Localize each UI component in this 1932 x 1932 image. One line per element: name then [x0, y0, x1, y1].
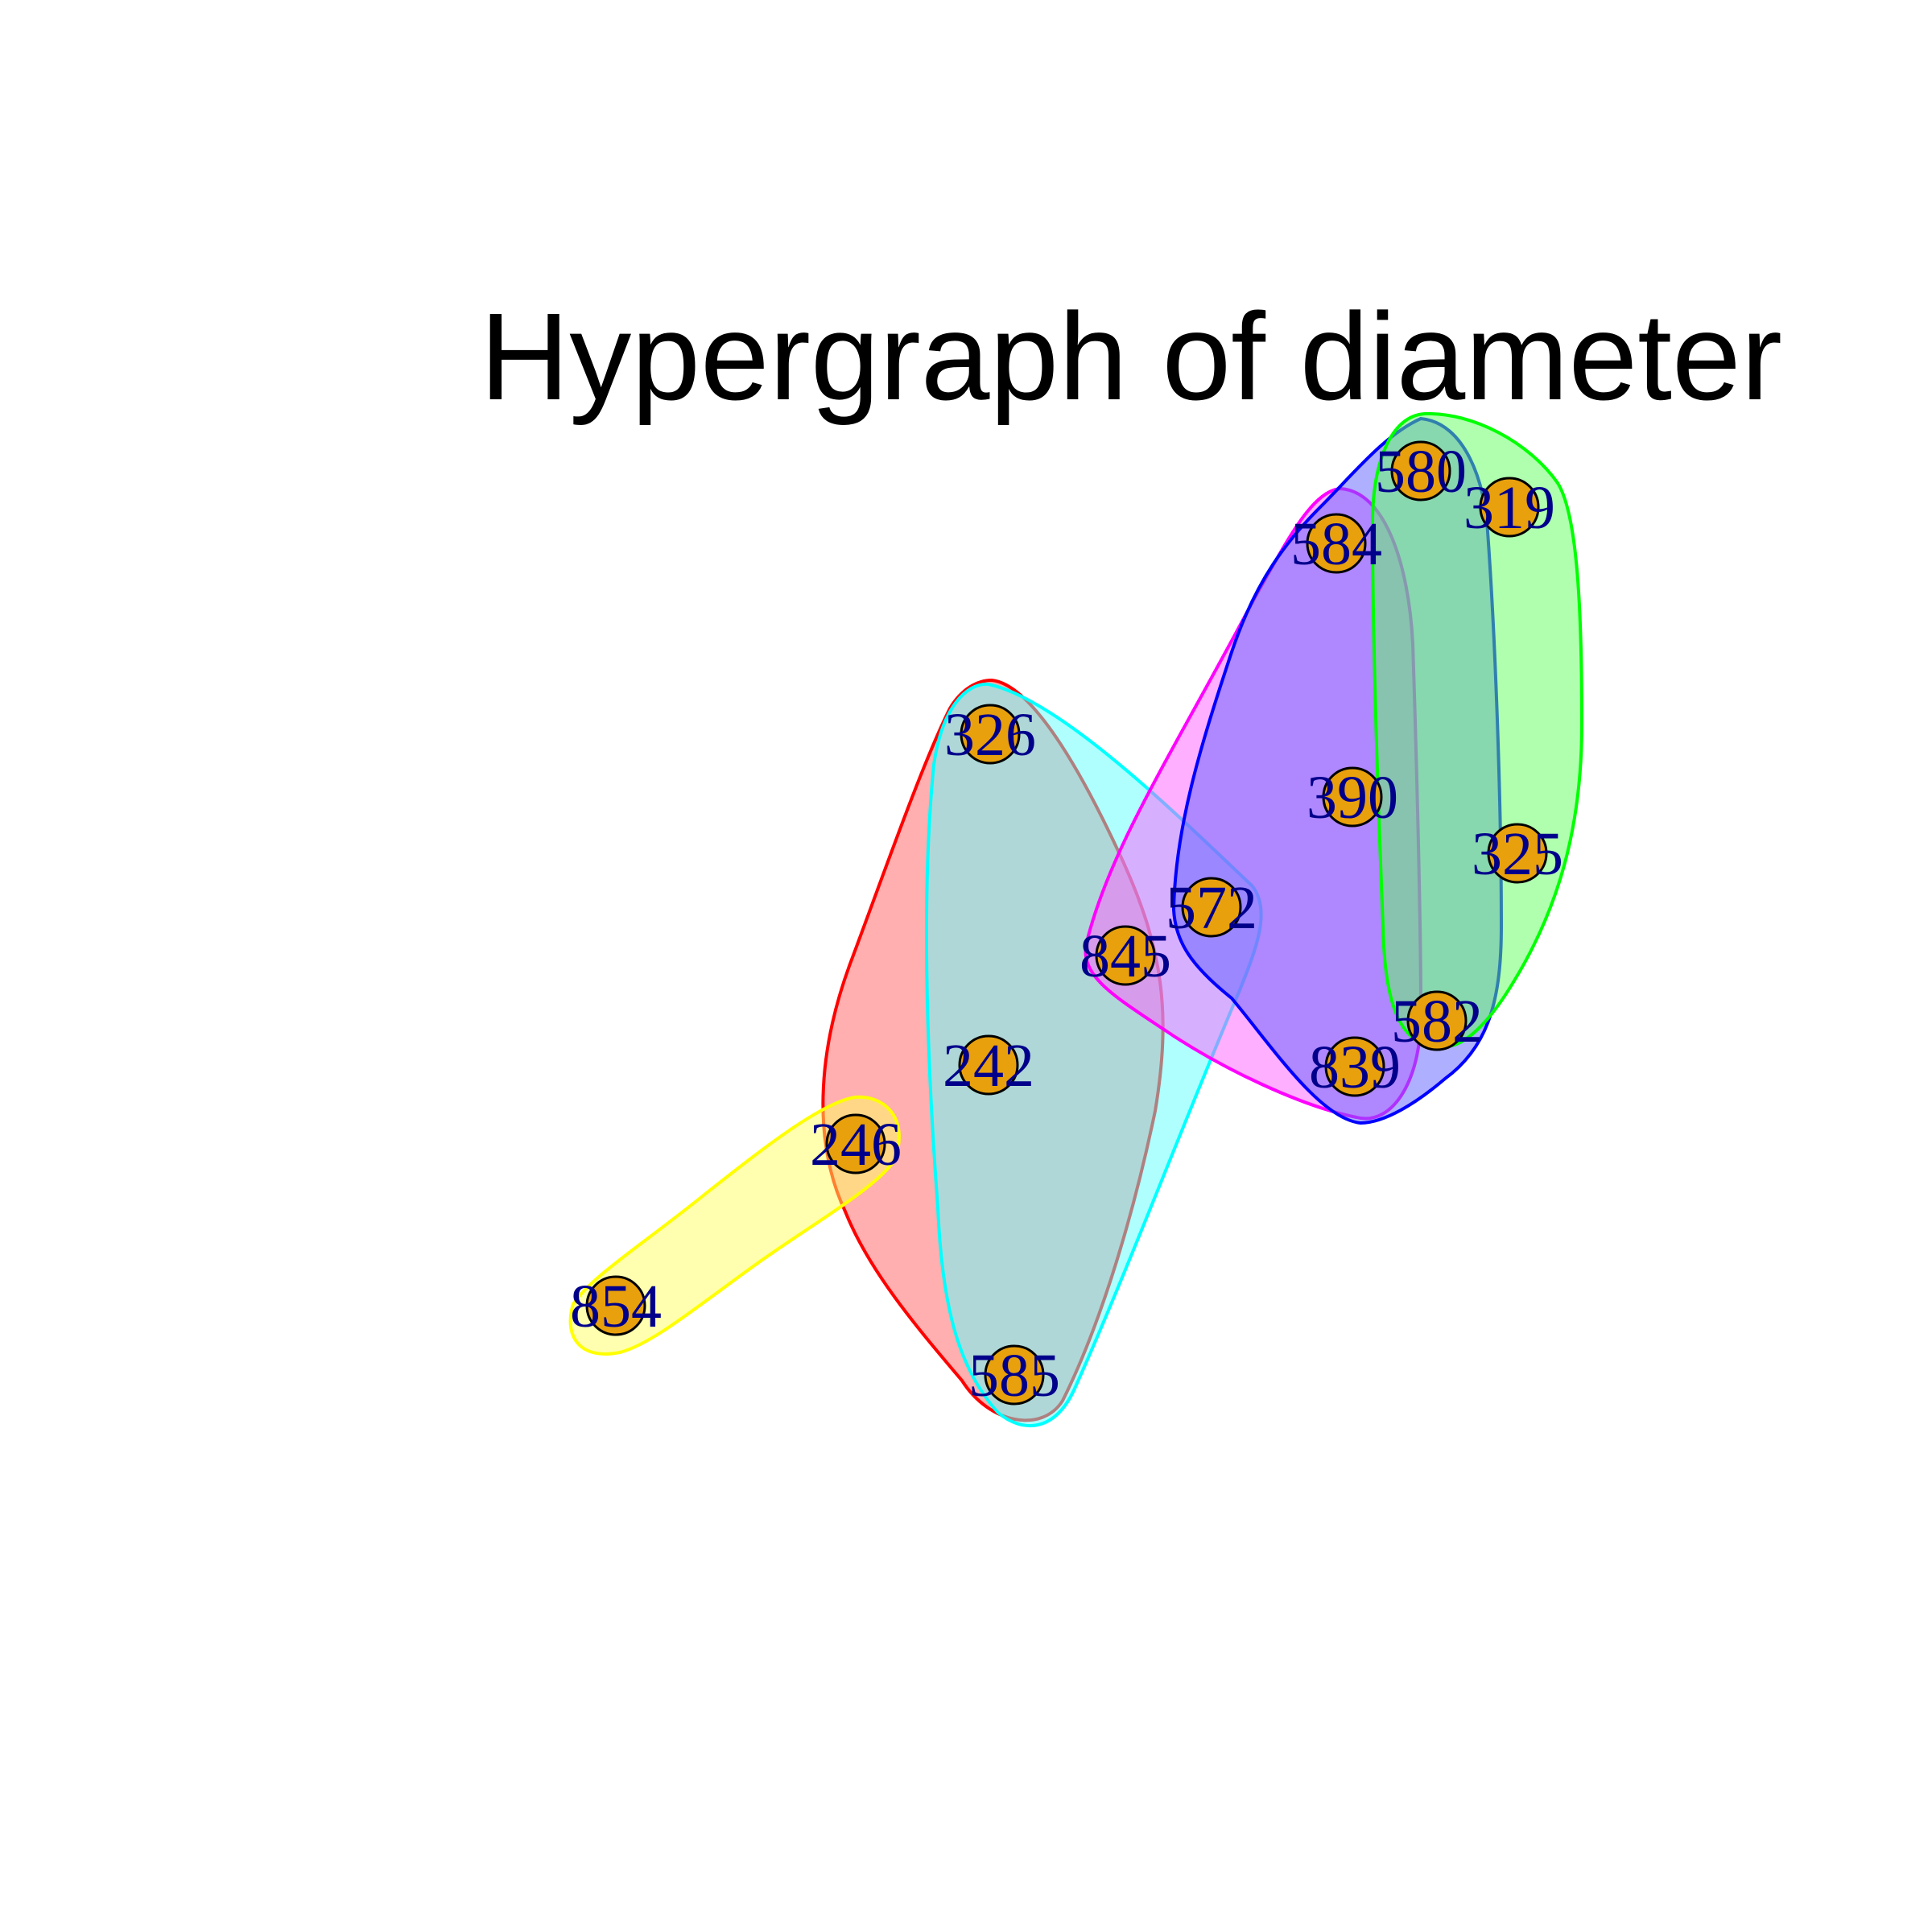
vertex-label: 572: [1166, 874, 1257, 942]
vertex-319: 319: [1463, 474, 1555, 542]
vertex-label: 390: [1307, 764, 1398, 832]
vertex-label: 326: [944, 701, 1036, 769]
vertex-label: 845: [1080, 923, 1171, 990]
vertex-circle: [825, 1113, 886, 1174]
vertex-326: 326: [944, 701, 1036, 769]
vertex-390: 390: [1307, 764, 1398, 832]
vertex-582: 582: [1391, 988, 1483, 1055]
vertex-circle: [1306, 513, 1367, 574]
hyperedges: [568, 411, 1584, 1428]
vertex-circle: [585, 1275, 646, 1336]
hyperedge-green: [1370, 411, 1584, 1049]
vertex-label: 584: [1290, 510, 1382, 578]
vertex-label: 582: [1391, 988, 1483, 1055]
vertex-572: 572: [1166, 874, 1257, 942]
vertex-circle: [1095, 925, 1156, 986]
vertex-circle: [1324, 1036, 1385, 1097]
vertex-580: 580: [1375, 438, 1467, 506]
vertex-325: 325: [1472, 820, 1563, 888]
vertex-label: 325: [1472, 820, 1563, 888]
vertex-246: 246: [810, 1111, 902, 1179]
vertex-circle: [1390, 440, 1451, 502]
vertex-label: 319: [1463, 474, 1555, 542]
vertex-845: 845: [1080, 923, 1171, 990]
vertex-label: 839: [1309, 1034, 1401, 1101]
vertex-242: 242: [943, 1032, 1034, 1100]
vertex-circle: [1487, 823, 1548, 884]
vertex-839: 839: [1309, 1034, 1401, 1101]
vertex-circle: [1181, 877, 1242, 938]
vertex-circle: [1479, 477, 1540, 538]
vertex-label: 585: [968, 1342, 1060, 1410]
vertex-circle: [1322, 766, 1383, 828]
vertex-854: 854: [570, 1273, 662, 1340]
diagram-title: Hypergraph of diameter: [480, 287, 1782, 426]
vertex-label: 854: [570, 1273, 662, 1340]
vertex-label: 242: [943, 1032, 1034, 1100]
vertex-584: 584: [1290, 510, 1382, 578]
vertex-label: 580: [1375, 438, 1467, 506]
vertex-label: 246: [810, 1111, 902, 1179]
vertex-circle: [958, 1034, 1019, 1096]
hyperedge-yellow: [568, 1095, 901, 1356]
vertex-circle: [960, 704, 1021, 765]
vertex-circle: [1406, 990, 1468, 1051]
vertex-585: 585: [968, 1342, 1060, 1410]
vertex-circle: [984, 1344, 1045, 1406]
